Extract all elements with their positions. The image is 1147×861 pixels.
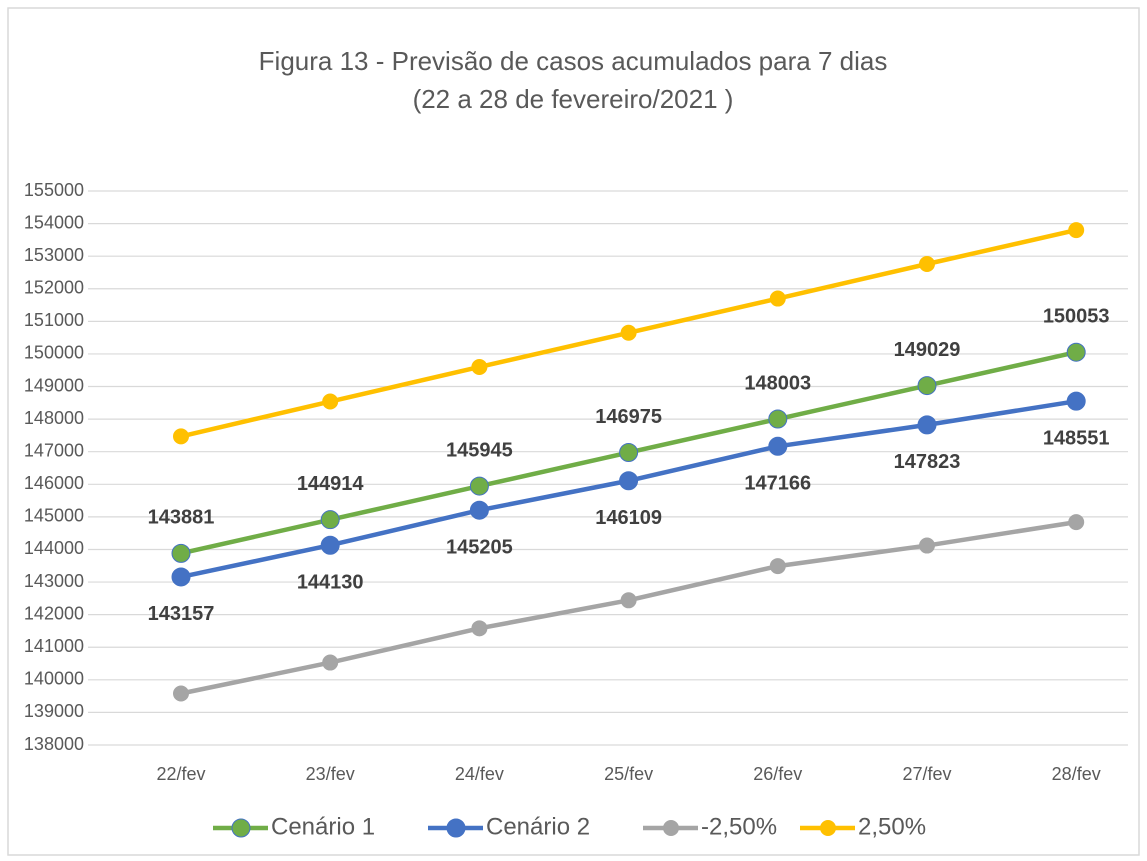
y-tick-label: 149000 [24,375,84,395]
y-tick-label: 147000 [24,440,84,460]
point-marker [619,443,639,463]
point-marker [173,428,189,445]
legend-marker [231,818,251,838]
data-label: 148551 [1043,427,1110,449]
data-label: 150053 [1043,305,1110,327]
x-tick-label: 26/fev [753,764,802,784]
x-tick-label: 22/fev [156,764,205,784]
x-tick-label: 24/fev [455,764,504,784]
y-tick-label: 155000 [24,180,84,200]
data-label: 143157 [148,603,215,625]
chart-title: Figura 13 - Previsão de casos acumulados… [259,46,888,76]
y-tick-label: 144000 [24,538,84,558]
y-tick-label: 139000 [24,701,84,721]
point-marker [320,535,340,555]
y-tick-label: 141000 [24,636,84,656]
y-tick-label: 143000 [24,571,84,591]
data-label: 145945 [446,439,513,461]
data-label: 144914 [297,473,365,495]
point-marker [471,358,488,375]
y-tick-label: 153000 [24,245,84,265]
point-marker [322,654,339,671]
data-label: 147823 [894,451,961,473]
point-marker [769,558,786,575]
legend-label: Cenário 2 [486,813,590,840]
data-label: 146109 [595,507,662,529]
point-marker [1068,514,1085,531]
point-marker [469,476,489,496]
point-marker [1066,391,1086,411]
legend-label: -2,50% [701,813,777,840]
y-tick-label: 154000 [24,212,84,232]
point-marker [917,376,937,396]
point-marker [322,393,339,410]
y-tick-label: 140000 [24,669,84,689]
x-tick-label: 27/fev [902,764,951,784]
point-marker [471,620,488,637]
data-label: 149029 [894,339,961,361]
point-marker [469,500,489,520]
point-marker [620,324,637,341]
legend-marker [663,820,679,836]
legend-marker [820,820,836,836]
data-label: 146975 [595,406,662,428]
point-marker [173,685,189,702]
y-tick-label: 151000 [24,310,84,330]
chart-subtitle: (22 a 28 de fevereiro/2021 ) [413,84,734,114]
point-marker [1066,342,1086,362]
x-tick-label: 23/fev [306,764,355,784]
point-marker [768,436,788,456]
point-marker [917,415,937,435]
point-marker [171,543,191,563]
point-marker [171,567,191,587]
y-tick-label: 152000 [24,278,84,298]
point-marker [768,409,788,429]
point-marker [919,537,935,554]
point-marker [919,255,935,272]
y-tick-label: 145000 [24,506,84,526]
point-marker [619,471,639,491]
legend-label: 2,50% [858,813,926,840]
point-marker [320,510,340,530]
data-label: 144130 [297,572,364,594]
x-tick-label: 25/fev [604,764,653,784]
data-label: 145205 [446,536,513,558]
x-tick-label: 28/fev [1052,764,1101,784]
y-tick-label: 148000 [24,408,84,428]
point-marker [769,290,786,307]
y-tick-label: 142000 [24,603,84,623]
y-tick-label: 138000 [24,734,84,754]
point-marker [620,592,637,609]
y-tick-label: 150000 [24,343,84,363]
y-tick-label: 146000 [24,473,84,493]
legend-marker [446,818,466,838]
data-label: 143881 [148,507,215,529]
data-label: 147166 [744,473,811,495]
data-label: 148003 [744,372,811,394]
point-marker [1068,222,1085,239]
legend-label: Cenário 1 [271,813,375,840]
